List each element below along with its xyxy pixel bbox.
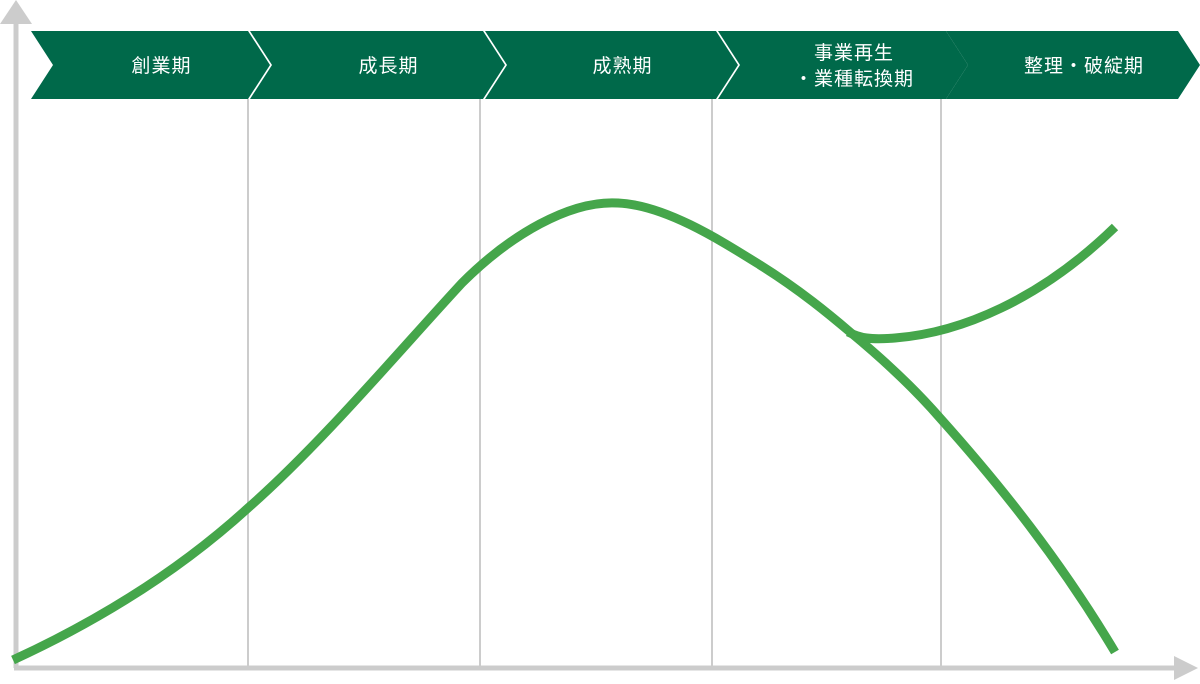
lifecycle-curves: [11, 198, 1119, 665]
phase-maturity: 成熟期: [485, 31, 738, 99]
x-axis-arrow-icon: [1174, 656, 1198, 680]
decline-curve: [11, 198, 1119, 665]
phase-growth: 成長期: [250, 31, 505, 99]
phase-chevron: [250, 31, 505, 99]
phase-label: 事業再生: [814, 42, 894, 64]
phase-chevron: [718, 31, 968, 99]
phase-label: 成熟期: [592, 55, 652, 77]
phase-chevron: [31, 31, 270, 99]
phase-label: 創業期: [131, 55, 191, 77]
phase-chevron: [485, 31, 738, 99]
phase-liquidation: 整理・破綻期: [946, 31, 1200, 99]
phase-chevron: [946, 31, 1200, 99]
phase-regeneration: 事業再生・業種転換期: [718, 31, 968, 99]
phase-label: ・業種転換期: [794, 68, 914, 90]
phase-dividers: [247, 99, 942, 668]
y-axis-arrow-icon: [0, 0, 32, 24]
phase-label: 成長期: [358, 55, 418, 77]
phase-chevrons: 創業期 成長期 成熟期 事業再生・業種転換期 整理・破綻期: [31, 31, 1200, 99]
phase-label: 整理・破綻期: [1024, 55, 1144, 77]
phase-founding: 創業期: [31, 31, 270, 99]
regeneration-curve: [845, 223, 1119, 344]
